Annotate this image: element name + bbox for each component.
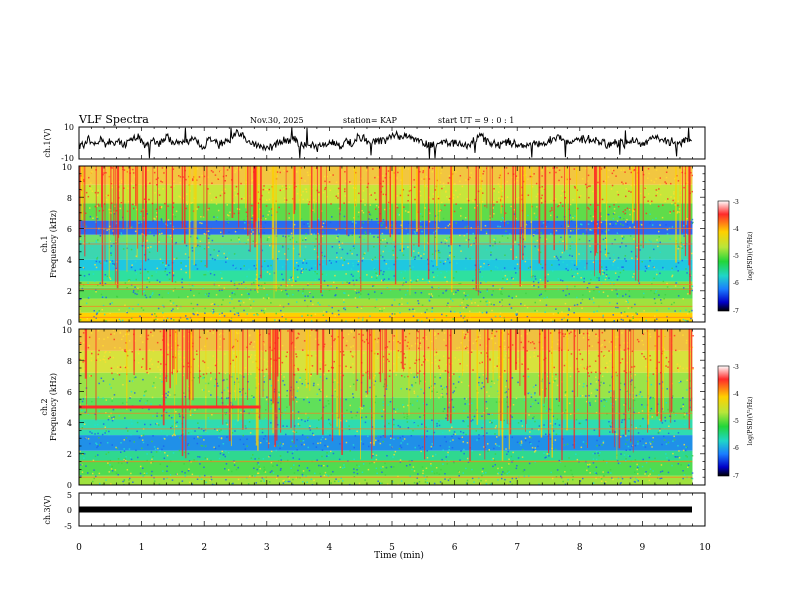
ch3-ytick-mid: 0 bbox=[67, 506, 72, 515]
colorbar1-tick-6: -6 bbox=[733, 280, 739, 287]
xtick-4: 4 bbox=[327, 543, 333, 553]
colorbar2-tick-5: -5 bbox=[733, 418, 739, 425]
x-axis: 0 1 2 3 4 5 6 7 8 9 10 Time (min) bbox=[76, 543, 711, 561]
ch1-waveform-ylabel: ch.1(V) bbox=[43, 128, 52, 157]
spec2-band-3 bbox=[79, 435, 693, 451]
x-axis-label: Time (min) bbox=[374, 550, 424, 561]
ch1-ytick-0: 0 bbox=[67, 318, 72, 327]
colorbar1-tick-4: -4 bbox=[733, 226, 739, 233]
ch3-ytick-bottom: -5 bbox=[64, 522, 72, 531]
colorbar-ch2: -3 -4 -5 -6 -7 log(PSD)(V²/Hz) bbox=[717, 364, 754, 480]
xtick-8: 8 bbox=[577, 543, 583, 553]
colorbar2-tick-6: -6 bbox=[733, 445, 739, 452]
spec1-band-1 bbox=[79, 298, 693, 313]
ch3-ytick-top: 5 bbox=[67, 491, 72, 500]
xtick-6: 6 bbox=[452, 543, 458, 553]
colorbar-ch1: -3 -4 -5 -6 -7 log(PSD)(V²/Hz) bbox=[717, 199, 754, 315]
ch3-waveform-line bbox=[79, 506, 692, 513]
ch2-ytick-10: 10 bbox=[62, 326, 72, 335]
spec2-band-4 bbox=[79, 419, 693, 436]
ch1-ytick-8: 8 bbox=[67, 194, 72, 203]
figure-start-time: start UT = 9 : 0 : 1 bbox=[438, 116, 514, 125]
spec1-band-2 bbox=[79, 287, 693, 299]
xtick-2: 2 bbox=[201, 543, 207, 553]
ch2-ytick-6: 6 bbox=[67, 388, 72, 397]
ch2-ytick-2: 2 bbox=[67, 450, 72, 459]
spec1-band-4 bbox=[79, 270, 693, 282]
figure-title: VLF Spectra bbox=[78, 113, 149, 126]
colorbar1-tick-7: -7 bbox=[733, 308, 739, 315]
spec1-band-7 bbox=[79, 234, 693, 243]
ch1-spectrogram-panel: ch.1 Frequency (kHz) 0 2 4 6 8 10 bbox=[40, 163, 706, 327]
ch3-waveform-panel: 5 0 -5 ch.3(V) bbox=[43, 127, 706, 531]
ch1-waveform-panel: 10 -10 ch.1(V) bbox=[43, 123, 706, 163]
spec2-band-5 bbox=[79, 397, 693, 420]
ch1-ytick-top: 10 bbox=[64, 123, 74, 132]
xtick-9: 9 bbox=[640, 543, 646, 553]
ch1-ytick-2: 2 bbox=[67, 287, 72, 296]
xtick-1: 1 bbox=[139, 543, 145, 553]
ch2-ytick-4: 4 bbox=[67, 419, 72, 428]
ch2-spectrogram-panel: ch.2 Frequency (kHz) 0 2 4 6 8 10 bbox=[40, 326, 706, 490]
xtick-10: 10 bbox=[699, 543, 711, 553]
colorbar1-label: log(PSD)(V²/Hz) bbox=[747, 232, 754, 281]
ch1-spectrogram-image bbox=[79, 166, 705, 322]
ch1-waveform-line bbox=[78, 127, 693, 159]
ch2-ytick-0: 0 bbox=[67, 481, 72, 490]
xtick-3: 3 bbox=[264, 543, 270, 553]
figure-date: Nov.30, 2025 bbox=[250, 116, 304, 125]
ch1-ytick-10: 10 bbox=[62, 163, 72, 172]
figure-station: station= KAP bbox=[343, 116, 398, 125]
ch2-ytick-8: 8 bbox=[67, 357, 72, 366]
ch2-frequency-label: Frequency (kHz) bbox=[49, 373, 58, 441]
colorbar2-tick-3: -3 bbox=[733, 364, 739, 371]
spec1-band-5 bbox=[79, 259, 693, 271]
ch1-ytick-4: 4 bbox=[67, 256, 72, 265]
ch1-ytick-bottom: -10 bbox=[61, 154, 74, 163]
spec2-band-0 bbox=[79, 475, 693, 485]
colorbar2-tick-7: -7 bbox=[733, 473, 739, 480]
ch1-ytick-6: 6 bbox=[67, 225, 72, 234]
colorbar1-tick-3: -3 bbox=[733, 199, 739, 206]
spec2-band-2 bbox=[79, 450, 693, 461]
ch1-spectrogram-ylabel: ch.1 bbox=[40, 235, 49, 252]
ch1-frequency-label: Frequency (kHz) bbox=[49, 210, 58, 278]
colorbar1-tick-5: -5 bbox=[733, 253, 739, 260]
colorbar2-label: log(PSD)(V²/Hz) bbox=[747, 397, 754, 446]
xtick-7: 7 bbox=[514, 543, 520, 553]
ch2-spectrogram-ylabel: ch.2 bbox=[40, 398, 49, 415]
spec2-band-6 bbox=[79, 372, 693, 398]
xtick-0: 0 bbox=[76, 543, 82, 553]
ch2-spectrogram-image bbox=[79, 329, 705, 485]
colorbar2-tick-4: -4 bbox=[733, 391, 739, 398]
ch3-waveform-ylabel: ch.3(V) bbox=[43, 495, 52, 524]
xtick-5: 5 bbox=[389, 543, 395, 553]
